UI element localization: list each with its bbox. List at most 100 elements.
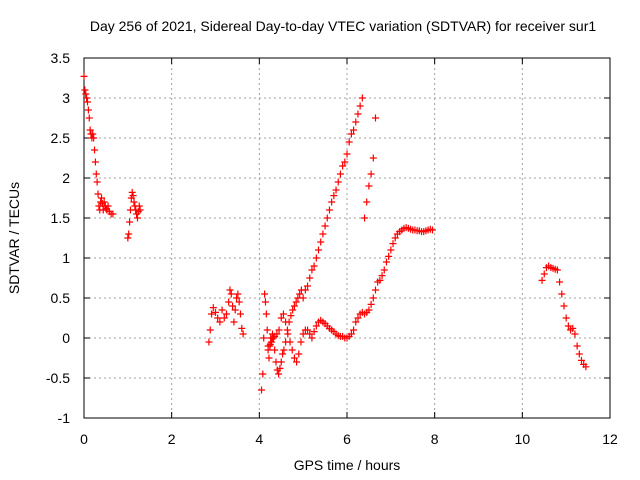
y-tick-label: 2 <box>62 170 70 186</box>
data-point <box>371 286 379 294</box>
series-arc-6 <box>538 262 590 371</box>
data-point <box>259 370 267 378</box>
data-point <box>236 310 244 318</box>
data-point <box>564 322 572 330</box>
data-point <box>365 306 373 314</box>
data-point <box>225 298 233 306</box>
data-point <box>136 206 144 214</box>
x-tick-label: 2 <box>168 431 176 447</box>
data-point <box>339 162 347 170</box>
data-point <box>235 298 243 306</box>
data-point <box>84 106 92 114</box>
data-point <box>277 358 285 366</box>
data-point <box>371 114 379 122</box>
data-point <box>569 324 577 332</box>
data-point <box>354 314 362 322</box>
data-point <box>135 202 143 210</box>
data-point <box>90 134 98 142</box>
data-point <box>85 114 93 122</box>
data-point <box>266 340 274 348</box>
data-point <box>258 386 266 394</box>
data-point <box>92 170 100 178</box>
data-point <box>297 338 305 346</box>
data-point <box>363 198 371 206</box>
series-arc-2 <box>124 188 144 242</box>
series-arc-1 <box>80 72 117 218</box>
data-point <box>317 238 325 246</box>
data-point <box>290 354 298 362</box>
data-point <box>226 286 234 294</box>
data-point <box>315 246 323 254</box>
data-point <box>292 298 300 306</box>
data-point <box>538 276 546 284</box>
data-point <box>308 266 316 274</box>
axis-ticks <box>83 57 611 419</box>
data-point <box>275 370 283 378</box>
data-point <box>239 330 247 338</box>
data-point <box>277 314 285 322</box>
data-point <box>81 86 89 94</box>
data-point <box>376 276 384 284</box>
data-point <box>352 318 360 326</box>
data-point <box>80 72 88 80</box>
data-point <box>540 270 548 278</box>
data-point <box>276 364 284 372</box>
data-point <box>356 102 364 110</box>
data-point <box>208 310 216 318</box>
data-point <box>104 202 112 210</box>
data-point <box>86 126 94 134</box>
data-point <box>308 334 316 342</box>
data-point <box>227 290 235 298</box>
x-axis-label: GPS time / hours <box>294 457 401 473</box>
data-point <box>380 266 388 274</box>
data-points <box>80 72 590 394</box>
data-point <box>310 262 318 270</box>
y-tick-label: -1 <box>58 410 71 426</box>
data-point <box>89 130 97 138</box>
series-arc-3 <box>205 286 247 346</box>
data-point <box>284 330 292 338</box>
y-tick-label: 0.5 <box>51 290 71 306</box>
data-point <box>209 304 217 312</box>
data-point <box>361 214 369 222</box>
data-point <box>321 222 329 230</box>
data-point <box>312 322 320 330</box>
data-point <box>334 178 342 186</box>
data-point <box>206 326 214 334</box>
x-tick-label: 10 <box>515 431 531 447</box>
data-point <box>304 326 312 334</box>
data-point <box>582 363 590 371</box>
data-point <box>82 90 90 98</box>
data-point <box>275 326 283 334</box>
data-point <box>84 98 92 106</box>
data-point <box>290 302 298 310</box>
data-point <box>336 170 344 178</box>
data-point <box>325 206 333 214</box>
y-axis-label: SDTVAR / TECUs <box>6 182 22 294</box>
data-point <box>230 318 238 326</box>
x-tick-label: 12 <box>602 431 618 447</box>
data-point <box>128 188 136 196</box>
data-point <box>345 138 353 146</box>
series-arc-5 <box>264 224 436 366</box>
data-point <box>271 346 279 354</box>
data-point <box>293 358 301 366</box>
y-tick-labels: -1 -0.5 0 0.5 1 1.5 2 2.5 3 3.5 <box>46 50 70 426</box>
y-tick-label: 2.5 <box>51 130 71 146</box>
x-tick-label: 0 <box>80 431 88 447</box>
data-point <box>389 240 397 248</box>
data-point <box>125 230 133 238</box>
data-point <box>378 272 386 280</box>
data-point <box>558 290 566 298</box>
data-point <box>295 350 303 358</box>
data-point <box>216 318 224 326</box>
data-point <box>354 110 362 118</box>
data-point <box>262 310 270 318</box>
data-point <box>279 310 287 318</box>
data-point <box>220 314 228 322</box>
x-tick-labels: 0 2 4 6 8 10 12 <box>80 431 618 447</box>
data-point <box>205 338 213 346</box>
data-point <box>347 330 355 338</box>
data-point <box>100 198 108 206</box>
